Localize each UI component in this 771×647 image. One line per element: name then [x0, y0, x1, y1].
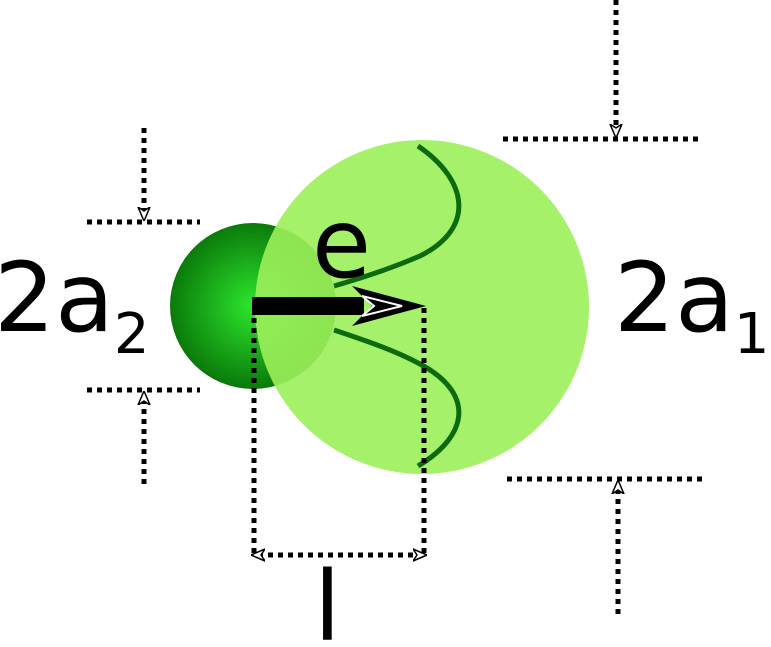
director-label: e — [312, 188, 371, 300]
right-diameter-label: 2a1 — [614, 242, 770, 367]
upper-wave-curve — [333, 143, 462, 289]
left-diameter-markers — [87, 128, 200, 484]
length-label: l — [314, 551, 341, 647]
length-dimension — [254, 308, 424, 557]
director-arrow-icon — [252, 286, 426, 326]
right-diameter-markers — [503, 0, 703, 614]
lower-wave-curve — [333, 327, 462, 469]
left-diameter-label: 2a2 — [0, 242, 150, 367]
